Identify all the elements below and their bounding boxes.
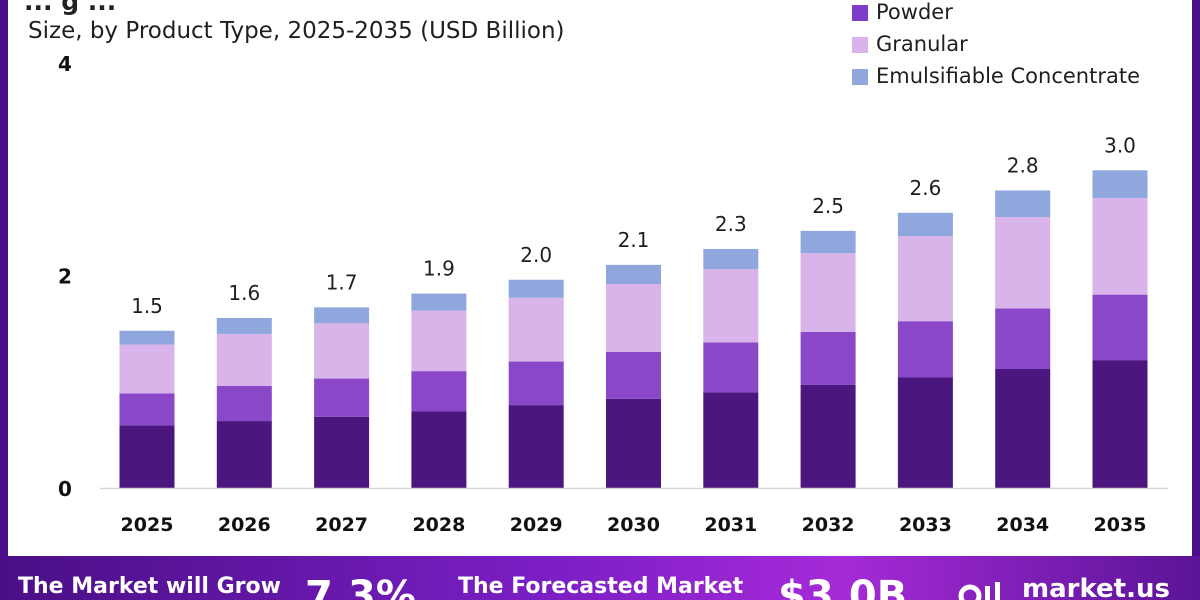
bar-segment — [995, 190, 1051, 218]
bar-segment — [703, 392, 759, 488]
bar-segment — [508, 297, 564, 362]
bar-segment — [897, 321, 953, 378]
banner-cagr: 7.3% — [305, 573, 416, 600]
bar-total-label: 2.0 — [520, 243, 552, 267]
bar-total-label: 1.6 — [228, 281, 260, 305]
bar-segment — [800, 230, 856, 254]
bar-segment — [1092, 360, 1148, 488]
y-tick-label: 0 — [58, 477, 72, 501]
stacked-bar-chart: 0 2 4 1.5 2025 1.6 2026 1.7 2027 1.9 2028 2.0 2029 2.… — [58, 52, 1168, 536]
bar-segment — [897, 377, 953, 488]
x-tick-label: 2026 — [218, 514, 271, 536]
bar-segment — [119, 344, 175, 394]
bar-segment — [995, 308, 1051, 369]
bar-total-label: 1.5 — [131, 294, 163, 318]
x-tick-label: 2030 — [607, 514, 660, 536]
x-tick-label: 2031 — [704, 514, 757, 536]
bar-segment — [119, 393, 175, 426]
bar-total-label: 3.0 — [1104, 133, 1136, 157]
bar-segment — [508, 279, 564, 298]
bar-segment — [411, 293, 467, 311]
market-us-logo-icon — [958, 582, 1000, 600]
legend-label-emulsifiable-concentrate: Emulsifiable Concentrate — [876, 64, 1140, 88]
bar-segment — [800, 331, 856, 385]
bar-segment — [995, 369, 1051, 488]
bar-segment — [314, 416, 370, 488]
legend-swatch-granular — [852, 37, 868, 53]
bar-segment — [703, 342, 759, 393]
bar-segment — [606, 352, 661, 399]
bar-segment — [216, 318, 272, 334]
bar-segment — [314, 378, 370, 417]
bar-total-label: 1.9 — [423, 257, 455, 281]
bar-segment — [216, 333, 272, 386]
x-tick-label: 2029 — [510, 514, 563, 536]
y-tick-label: 2 — [58, 265, 72, 289]
bar-segment — [216, 421, 272, 488]
bar-total-label: 2.5 — [812, 194, 844, 218]
bar-segment — [119, 425, 175, 488]
bar-segment — [314, 323, 370, 379]
bar-segment — [995, 217, 1051, 309]
legend-swatch-powder — [852, 5, 868, 21]
banner-brand: market.us — [1022, 574, 1170, 600]
bar-segment — [508, 361, 564, 406]
bar-segment — [1092, 294, 1148, 361]
banner-forecast-text: The Forecasted Market — [458, 574, 744, 599]
bar-segment — [411, 310, 467, 372]
bar-segment — [897, 236, 953, 322]
legend-swatch-emulsifiable-concentrate — [852, 69, 868, 85]
bar-segment — [216, 386, 272, 422]
banner-grow-text: The Market will Grow — [18, 574, 281, 599]
bar-segment — [411, 371, 467, 412]
chart-title: ... g ... — [24, 0, 117, 16]
chart-subtitle: Size, by Product Type, 2025-2035 (USD Bi… — [28, 18, 565, 44]
x-tick-label: 2033 — [899, 514, 952, 536]
bar-segment — [1092, 197, 1148, 295]
bar-segment — [606, 264, 661, 284]
bar-segment — [897, 212, 953, 237]
bar-total-label: 2.3 — [715, 212, 747, 236]
x-tick-label: 2025 — [121, 514, 174, 536]
bar-total-label: 2.8 — [1007, 154, 1039, 178]
legend-label-granular: Granular — [876, 32, 968, 56]
bar-total-label: 2.6 — [909, 176, 941, 200]
bar-total-label: 1.7 — [326, 270, 358, 294]
x-tick-label: 2028 — [412, 514, 465, 536]
bar-segment — [508, 405, 564, 488]
bar-segment — [606, 284, 661, 352]
x-tick-label: 2032 — [802, 514, 855, 536]
x-tick-label: 2035 — [1094, 514, 1147, 536]
bar-segment — [1092, 170, 1148, 198]
bar-segment — [703, 269, 759, 343]
banner-forecast-value: $3.0B — [778, 573, 908, 600]
bottom-banner: The Market will Grow 7.3% The Forecasted… — [0, 556, 1200, 600]
y-tick-label: 4 — [58, 52, 72, 76]
bar-segment — [800, 384, 856, 488]
x-tick-label: 2034 — [996, 514, 1049, 536]
bar-segment — [703, 248, 759, 270]
x-tick-label: 2027 — [315, 514, 368, 536]
bar-segment — [119, 330, 175, 345]
bar-segment — [606, 398, 661, 488]
bar-segment — [411, 411, 467, 488]
bar-total-label: 2.1 — [618, 228, 650, 252]
bar-segment — [800, 253, 856, 332]
bar-segment — [314, 307, 370, 324]
legend-label-powder: Powder — [876, 0, 953, 24]
